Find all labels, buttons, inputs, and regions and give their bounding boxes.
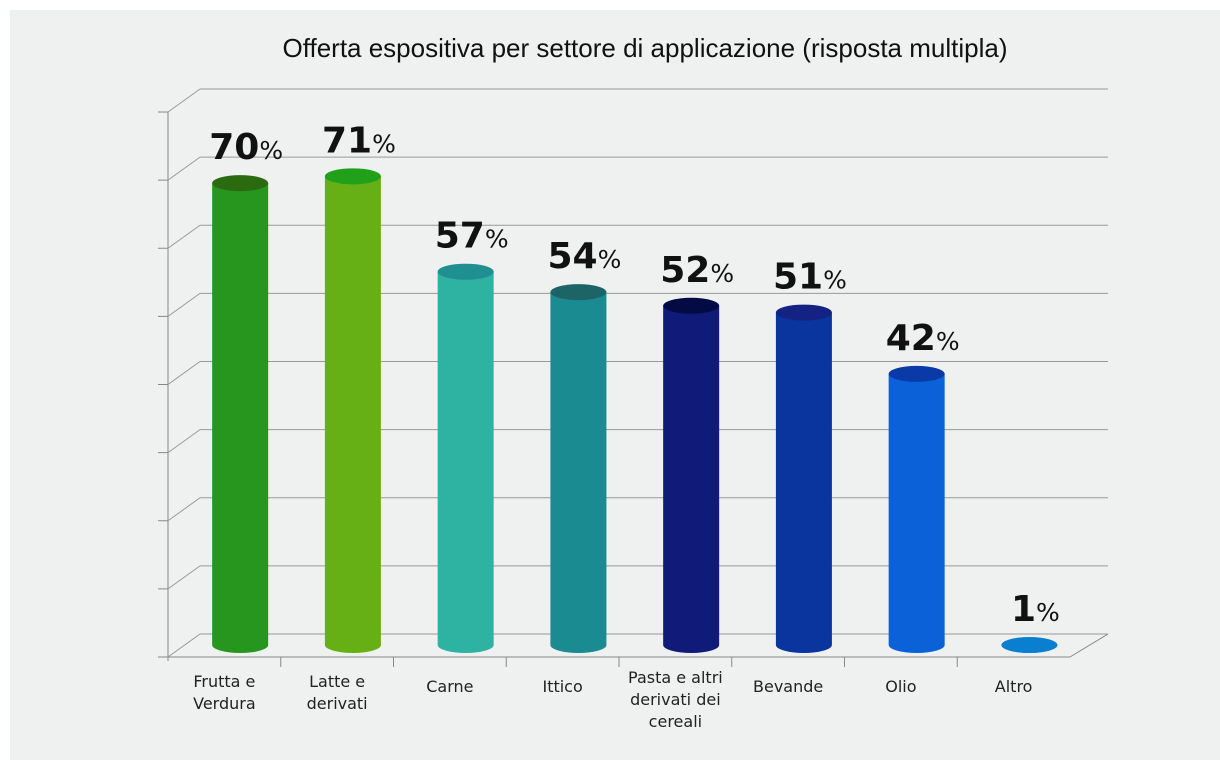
bar-top <box>212 175 269 192</box>
bar <box>663 297 720 653</box>
bar <box>212 175 269 653</box>
bar-top <box>775 304 832 321</box>
grid-line <box>167 429 201 454</box>
chart-title: Offerta espositiva per settore di applic… <box>283 33 1008 63</box>
bar-top <box>1001 637 1058 653</box>
bar-top <box>663 297 720 314</box>
bar-top <box>550 284 607 301</box>
grid-line <box>167 88 201 113</box>
bar-top <box>437 263 494 280</box>
value-label: 1% <box>1011 589 1060 630</box>
bar <box>888 365 945 653</box>
bar <box>437 263 494 653</box>
bar-top <box>324 168 381 185</box>
grid-line <box>167 361 201 385</box>
bar <box>775 304 832 653</box>
bar-body <box>663 305 720 653</box>
x-tick-label: Olio <box>885 677 916 696</box>
grid-line <box>167 633 201 658</box>
grid-line <box>167 565 201 590</box>
bar-body <box>550 292 607 653</box>
background <box>10 10 1220 760</box>
bar <box>1001 637 1058 653</box>
bar-body <box>888 373 945 653</box>
bar-body <box>437 271 494 653</box>
bar-body <box>212 183 269 653</box>
bar <box>324 168 381 653</box>
value-label: 57% <box>435 216 509 257</box>
x-tick-label: Latte e derivati <box>307 672 368 713</box>
value-label: 71% <box>322 120 396 161</box>
x-tick-label: Bevande <box>753 677 823 696</box>
value-label: 52% <box>660 250 734 291</box>
value-label: 70% <box>209 127 283 168</box>
x-tick-label: Carne <box>426 677 473 696</box>
value-label: 54% <box>547 236 621 277</box>
grid-line <box>167 497 201 522</box>
x-tick-label: Frutta e Verdura <box>193 672 256 713</box>
bar-body <box>324 176 381 653</box>
grid-line <box>167 292 201 317</box>
bar-body <box>775 312 832 653</box>
bar-top <box>888 365 945 382</box>
grid-line <box>167 224 201 249</box>
value-label: 42% <box>886 318 960 359</box>
grid-line <box>167 156 201 181</box>
bar <box>550 284 607 653</box>
x-tick-label: Ittico <box>542 677 582 696</box>
x-tick-label: Pasta e altri derivati dei cereali <box>628 668 723 731</box>
x-tick-label: Altro <box>995 677 1033 696</box>
floor-line <box>1069 633 1109 658</box>
value-label: 51% <box>773 257 847 298</box>
